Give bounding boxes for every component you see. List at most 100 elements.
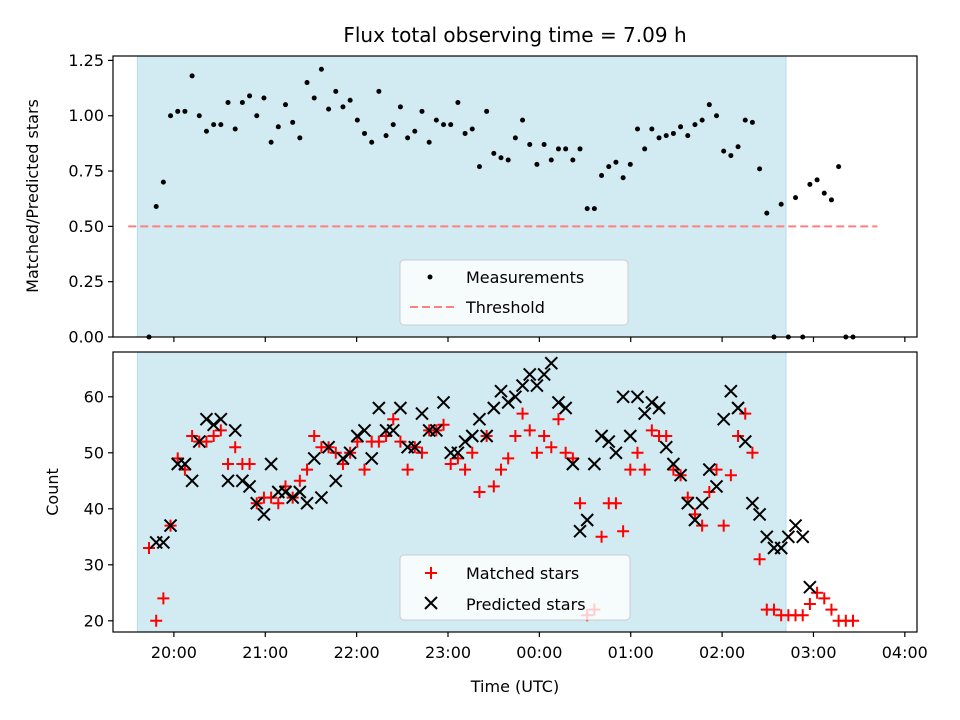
measurement-point <box>721 148 727 154</box>
predicted-point <box>709 479 724 494</box>
predicted-point <box>716 412 731 426</box>
measurement-point <box>211 122 217 128</box>
measurement-point <box>261 95 267 101</box>
matched-point <box>329 446 342 459</box>
measurement-point <box>354 117 360 123</box>
top-legend: Measurements Threshold <box>399 259 629 326</box>
measurement-point <box>656 135 662 141</box>
predicted-point <box>508 390 523 404</box>
predicted-point <box>695 496 709 510</box>
measurement-point <box>189 73 195 79</box>
predicted-point <box>458 434 472 449</box>
matched-point <box>739 407 752 420</box>
matched-point <box>387 413 400 426</box>
measurement-point <box>218 122 224 128</box>
measurement-point <box>548 157 554 163</box>
predicted-point <box>214 412 228 426</box>
predicted-point <box>465 429 479 443</box>
predicted-point <box>285 490 300 505</box>
predicted-point <box>235 474 250 488</box>
bottom-x-ticks: 20:00 21:00 22:00 23:00 00:00 01:00 02:00 03:00… <box>151 632 928 662</box>
matched-point <box>308 430 321 442</box>
matched-point <box>609 497 622 510</box>
measurement-point <box>333 88 339 94</box>
bot-y-tick-label: 60 <box>84 387 104 406</box>
predicted-point <box>429 423 444 438</box>
matched-point <box>530 446 543 459</box>
matched-point <box>566 452 579 465</box>
measurement-point <box>254 113 260 119</box>
measurement-point <box>175 108 181 114</box>
measurement-point <box>247 93 253 99</box>
matched-point <box>487 480 500 493</box>
predicted-point <box>436 395 451 410</box>
predicted-point <box>307 451 321 466</box>
matched-point <box>380 430 393 442</box>
measurement-point <box>728 153 734 159</box>
measurement-point <box>828 197 834 203</box>
measurement-point <box>318 66 324 72</box>
measurement-point <box>534 161 540 167</box>
measurement-point <box>821 190 827 196</box>
matched-point <box>660 430 673 442</box>
matched-point <box>214 424 227 437</box>
measurement-point <box>462 130 468 136</box>
top-y-tick-label: 0.50 <box>68 217 104 236</box>
matched-point <box>358 463 371 476</box>
predicted-point <box>501 395 515 410</box>
measurement-point <box>706 102 712 108</box>
predicted-point <box>688 513 702 527</box>
measurement-point <box>634 126 640 132</box>
matched-point <box>415 446 428 459</box>
measurement-point <box>397 104 403 110</box>
legend-measurements-label: Measurements <box>466 268 584 287</box>
predicted-point <box>645 395 659 410</box>
measurement-point <box>448 122 454 128</box>
predicted-point <box>774 541 788 555</box>
matched-point <box>466 446 479 459</box>
matched-point <box>143 542 155 554</box>
top-y-tick-label: 0.00 <box>68 328 104 347</box>
measurement-point <box>340 104 346 110</box>
predicted-point <box>178 457 192 471</box>
predicted-point <box>415 406 429 421</box>
top-y-ticks: 0.00 0.25 0.50 0.75 1.00 1.25 <box>68 51 113 347</box>
measurement-point <box>376 88 382 94</box>
matched-point <box>293 474 306 487</box>
measurement-point <box>591 206 597 212</box>
top-y-tick-label: 1.25 <box>68 51 104 70</box>
measurement-point <box>663 133 669 139</box>
predicted-point <box>357 423 372 438</box>
measurement-point <box>749 119 755 125</box>
matched-point <box>207 430 220 442</box>
predicted-point <box>623 429 638 443</box>
matched-point <box>825 603 838 616</box>
matched-point <box>688 508 701 521</box>
matched-point <box>272 497 285 510</box>
measurement-point <box>412 128 418 134</box>
matched-point <box>724 469 737 482</box>
matched-point <box>631 446 644 459</box>
matched-point <box>574 497 587 510</box>
measurement-point <box>225 99 231 105</box>
predicted-point <box>760 530 774 544</box>
predicted-point <box>673 468 688 482</box>
matched-point <box>473 486 486 498</box>
predicted-point <box>472 412 487 426</box>
predicted-point <box>652 401 666 415</box>
predicted-point <box>350 429 365 443</box>
matched-point <box>243 458 256 470</box>
measurement-point <box>742 117 748 123</box>
x-tick-label: 04:00 <box>882 643 928 662</box>
measurement-point <box>778 201 784 207</box>
predicted-point <box>580 513 594 527</box>
measurement-point <box>311 95 317 101</box>
predicted-point <box>343 446 357 460</box>
measurement-point <box>297 135 303 141</box>
measurement-point <box>383 133 389 139</box>
matched-point <box>538 430 551 442</box>
measurement-point <box>627 161 633 167</box>
predicted-point <box>206 418 221 432</box>
measurement-point <box>196 113 202 119</box>
measurement-point <box>642 146 648 152</box>
